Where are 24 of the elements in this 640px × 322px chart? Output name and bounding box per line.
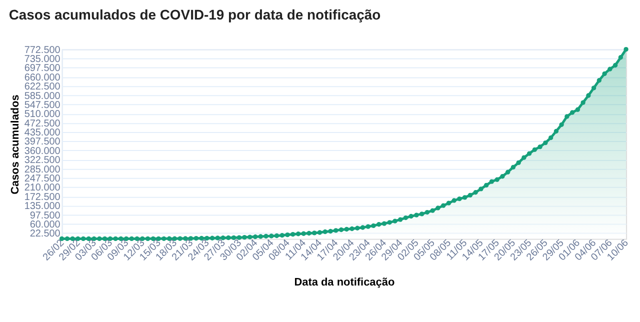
y-tick-label: 210.000 [24, 182, 61, 194]
y-tick-label: 285.000 [24, 164, 61, 176]
y-tick-label: 547.500 [24, 100, 61, 111]
y-tick-label: 397.500 [24, 136, 61, 148]
y-tick-label: 472.500 [24, 118, 61, 130]
y-tick-label: 735.000 [24, 54, 61, 65]
y-tick-label: 247.500 [24, 174, 61, 185]
y-tick-label: 435.000 [24, 128, 61, 139]
y-tick-label: 22.500 [30, 228, 61, 240]
y-tick-label: 622.500 [24, 82, 61, 93]
chart-title: Casos acumulados de COVID-19 por data de notificação [8, 6, 381, 22]
y-tick-label: 585.000 [24, 90, 61, 102]
y-tick-label: 60.000 [30, 219, 61, 230]
y-tick-label: 697.500 [24, 63, 61, 74]
y-tick-label: 172.500 [24, 192, 61, 203]
y-tick-label: 510.000 [24, 109, 61, 120]
y-tick-label: 97.500 [30, 210, 61, 222]
y-tick-label: 772.500 [24, 44, 61, 56]
x-axis-title: Data da notificação [294, 276, 395, 288]
y-tick-label: 135.000 [24, 201, 61, 212]
y-tick-label: 660.000 [24, 72, 61, 84]
y-tick-label: 360.000 [24, 146, 61, 157]
y-axis-title: Casos acumulados [9, 94, 22, 194]
y-tick-label: 322.500 [24, 155, 61, 166]
